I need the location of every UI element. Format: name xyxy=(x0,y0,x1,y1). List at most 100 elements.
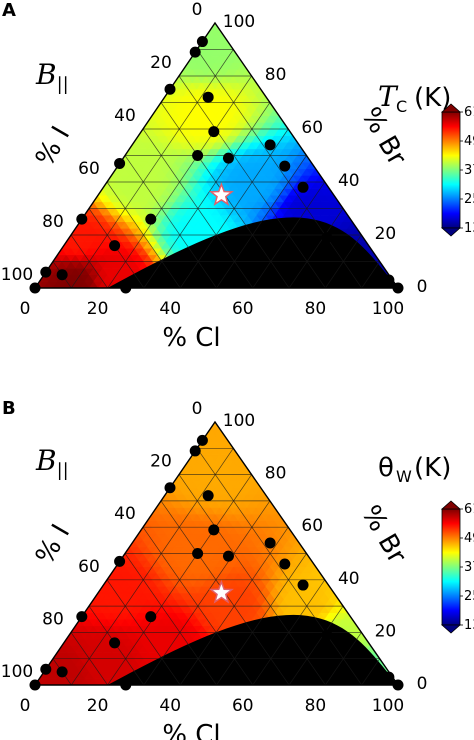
data-point xyxy=(361,263,373,275)
data-point xyxy=(120,679,132,691)
data-point xyxy=(370,277,382,289)
cl-tick-label: 60 xyxy=(232,696,254,716)
data-point xyxy=(164,482,176,494)
data-point xyxy=(279,160,291,172)
br-tick-label: 40 xyxy=(338,569,360,589)
panel-b-axis-label-i: % I xyxy=(30,519,76,569)
panel-a-data-points xyxy=(29,36,404,294)
br-tick-label: 100 xyxy=(223,411,255,431)
data-point xyxy=(145,611,157,623)
br-tick-label: 20 xyxy=(375,224,397,244)
cl-tick-label: 80 xyxy=(305,696,327,716)
data-point xyxy=(164,83,176,95)
panel-a-letter: A xyxy=(2,0,16,21)
panel-a-colorbar-body xyxy=(441,111,461,229)
data-point xyxy=(222,550,234,562)
grid-line xyxy=(216,553,307,686)
data-point xyxy=(189,46,201,58)
i-tick-label: 0 xyxy=(192,399,203,419)
data-point xyxy=(392,282,404,294)
panel-a-field-subscript: || xyxy=(57,74,69,95)
i-tick-label: 100 xyxy=(1,265,33,285)
data-point xyxy=(189,445,201,457)
panel-a-ternary: 0 20 40 60 80 100 0 20 40 60 80 100 0 20 40 60 80 100 % Cl… xyxy=(1,0,428,353)
cbar-tick-label: 61 xyxy=(464,502,474,517)
data-point xyxy=(196,434,208,446)
data-point xyxy=(40,663,52,675)
grid-line xyxy=(106,579,181,686)
panel-a-field-label: B|| xyxy=(35,58,69,95)
cbar-tick-label: 13 xyxy=(464,618,474,633)
cbar-tick-label: 25 xyxy=(464,589,474,604)
panel-b-data-points xyxy=(29,434,404,691)
panel-a-ticks: 0 20 40 60 80 100 0 20 40 60 80 100 0 20 40 60 80 100 xyxy=(1,0,428,319)
svg-text:W: W xyxy=(396,467,412,486)
grid-line xyxy=(196,49,362,289)
cl-tick-label: 40 xyxy=(159,696,181,716)
cl-tick-label: 80 xyxy=(305,299,327,319)
grid-line xyxy=(325,234,362,289)
data-point xyxy=(114,555,126,567)
grid-line xyxy=(71,49,234,289)
panel-b-ticks: 0 20 40 60 80 100 0 20 40 60 80 100 0 20 40 60 80 100 xyxy=(1,399,428,716)
grid-line xyxy=(143,102,271,289)
cl-tick-label: 40 xyxy=(159,299,181,319)
i-tick-label: 80 xyxy=(42,212,64,232)
panel-b-cbar-label: θ W (K) xyxy=(378,453,451,486)
panel-a-axis-label-i: % I xyxy=(30,121,76,171)
data-point xyxy=(297,181,309,193)
svg-text:C: C xyxy=(396,97,407,116)
cl-tick-label: 0 xyxy=(20,299,31,319)
br-tick-label: 20 xyxy=(375,621,397,641)
data-point xyxy=(202,91,214,103)
cbar-tick-label: 13 xyxy=(464,221,474,236)
cl-tick-label: 100 xyxy=(372,696,404,716)
panel-b-triangle-frame xyxy=(33,420,400,686)
panel-a-colorbar-min-cap xyxy=(440,227,462,237)
svg-text:B||: B|| xyxy=(35,444,69,481)
data-point xyxy=(297,579,309,591)
br-tick-label: 60 xyxy=(301,118,323,138)
data-point xyxy=(321,232,333,244)
grid-line xyxy=(106,181,181,289)
data-point xyxy=(56,269,68,281)
panel-b: B 0 20 40 60 80 100 0 20 40 60 80 100 0 20 40 60 80 100 % … xyxy=(1,398,474,740)
cl-tick-label: 20 xyxy=(87,696,109,716)
panel-b-colorbar: 61 49 37 25 13 xyxy=(440,500,474,634)
cbar-tick-label: 49 xyxy=(464,134,474,149)
data-point xyxy=(76,213,88,225)
i-tick-label: 80 xyxy=(42,609,64,629)
data-point xyxy=(109,637,121,649)
panel-b-field-subscript: || xyxy=(57,460,69,481)
grid-line xyxy=(143,500,271,686)
panel-b-highlight-star xyxy=(208,579,234,604)
grid-line xyxy=(196,448,362,686)
data-point xyxy=(29,282,41,294)
i-tick-label: 0 xyxy=(192,0,203,20)
panel-a-colorbar-max-cap xyxy=(440,103,462,113)
data-point xyxy=(192,150,204,161)
panel-b-letter: B xyxy=(2,398,16,419)
br-tick-label: 40 xyxy=(338,171,360,191)
grid-line xyxy=(216,155,307,289)
i-tick-label: 40 xyxy=(114,106,136,126)
data-point xyxy=(264,139,276,151)
grid-line xyxy=(71,448,234,686)
svg-text:(K): (K) xyxy=(414,83,451,113)
i-tick-label: 60 xyxy=(78,159,100,179)
cbar-tick-label: 37 xyxy=(464,560,474,575)
panel-a-axis-label-cl: % Cl xyxy=(162,323,220,353)
panel-a: A 0 20 40 60 80 100 0 20 40 60 80 100 0 20 40 60 80 100 % … xyxy=(1,0,474,353)
cbar-tick-label: 61 xyxy=(464,105,474,120)
data-point xyxy=(264,537,276,549)
data-point xyxy=(29,679,41,691)
data-point xyxy=(40,266,52,278)
panel-a-triangle-frame xyxy=(33,21,400,289)
svg-text:T: T xyxy=(378,80,399,113)
br-tick-label: 0 xyxy=(417,674,428,694)
cbar-tick-label: 49 xyxy=(464,531,474,546)
panel-b-colorbar-max-cap xyxy=(440,500,462,510)
grid-line xyxy=(288,605,344,686)
data-point xyxy=(321,629,333,641)
